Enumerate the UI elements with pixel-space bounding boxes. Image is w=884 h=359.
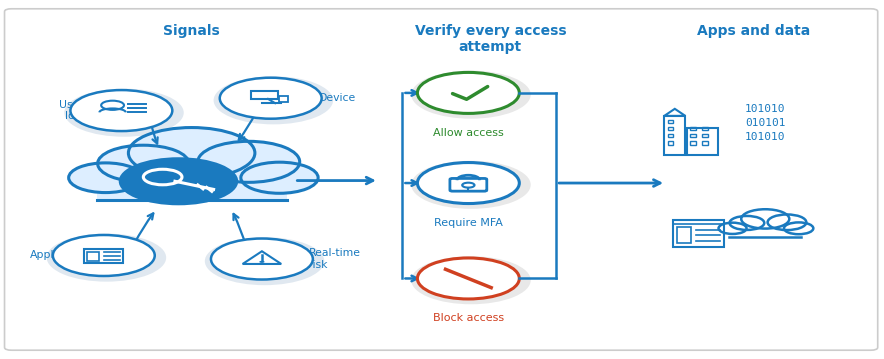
Text: Block access: Block access (433, 313, 504, 323)
Circle shape (205, 237, 324, 285)
Circle shape (411, 71, 530, 119)
Circle shape (259, 261, 264, 263)
Text: Allow access: Allow access (433, 127, 504, 137)
Circle shape (240, 162, 318, 193)
Circle shape (211, 238, 313, 280)
Text: Verify every access
attempt: Verify every access attempt (415, 24, 566, 54)
Circle shape (53, 235, 155, 276)
Circle shape (214, 76, 333, 124)
FancyBboxPatch shape (729, 227, 801, 237)
Text: Real-time
risk: Real-time risk (309, 248, 361, 270)
Circle shape (69, 163, 142, 192)
Circle shape (128, 127, 255, 178)
Text: Signals: Signals (164, 24, 220, 38)
Text: Apps and data: Apps and data (697, 24, 811, 38)
Circle shape (767, 214, 806, 230)
Circle shape (784, 223, 813, 234)
Text: 101010
010101
101010: 101010 010101 101010 (745, 104, 786, 142)
Circle shape (417, 163, 519, 204)
Circle shape (71, 90, 172, 131)
Text: Require MFA: Require MFA (434, 218, 503, 228)
Text: Device: Device (319, 93, 356, 103)
FancyBboxPatch shape (96, 173, 286, 200)
Circle shape (118, 157, 238, 205)
Text: User and
location: User and location (59, 100, 108, 121)
Circle shape (417, 73, 519, 113)
Circle shape (198, 141, 300, 182)
Circle shape (411, 161, 530, 209)
Circle shape (729, 216, 765, 230)
Circle shape (417, 258, 519, 299)
Circle shape (47, 234, 166, 282)
FancyBboxPatch shape (4, 9, 878, 350)
Circle shape (220, 78, 322, 119)
Circle shape (741, 209, 789, 229)
Circle shape (97, 145, 189, 182)
Circle shape (65, 89, 184, 137)
Circle shape (411, 256, 530, 304)
Text: Application: Application (30, 251, 91, 261)
Circle shape (719, 223, 747, 234)
